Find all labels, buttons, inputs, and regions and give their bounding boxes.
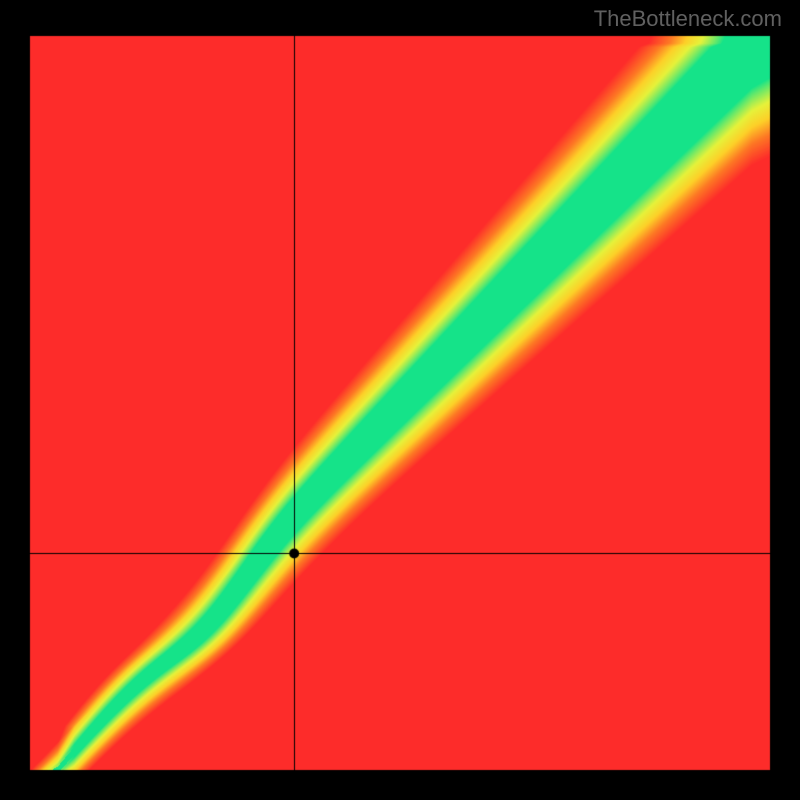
watermark-text: TheBottleneck.com xyxy=(594,6,782,32)
bottleneck-heatmap xyxy=(0,0,800,800)
